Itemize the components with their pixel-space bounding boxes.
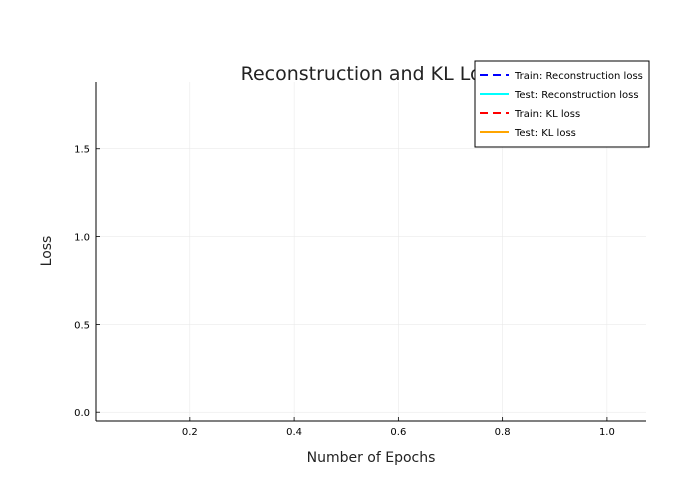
x-axis-title: Number of Epochs xyxy=(307,450,436,466)
y-axis-title: Loss xyxy=(39,236,55,267)
ticks: 0.2 0.4 0.6 0.8 1.0 0.0 0.5 1.0 1.5 xyxy=(74,145,615,438)
x-tick-label: 0.6 xyxy=(390,427,406,438)
y-tick-label: 1.0 xyxy=(74,233,90,244)
legend-label: Train: KL loss xyxy=(514,109,580,120)
legend-label: Test: KL loss xyxy=(514,128,576,139)
x-tick-label: 1.0 xyxy=(599,427,615,438)
chart-title: Reconstruction and KL Loss xyxy=(241,63,502,85)
legend-label: Test: Reconstruction loss xyxy=(514,90,639,101)
legend-label: Train: Reconstruction loss xyxy=(514,71,643,82)
y-tick-label: 1.5 xyxy=(74,145,90,156)
x-tick-label: 0.4 xyxy=(286,427,302,438)
x-tick-label: 0.2 xyxy=(182,427,198,438)
y-tick-label: 0.0 xyxy=(74,408,90,419)
y-tick-label: 0.5 xyxy=(74,320,90,331)
x-tick-label: 0.8 xyxy=(495,427,511,438)
grid xyxy=(96,82,646,421)
axes xyxy=(95,82,646,422)
legend: Train: Reconstruction loss Test: Reconstr… xyxy=(474,60,650,148)
